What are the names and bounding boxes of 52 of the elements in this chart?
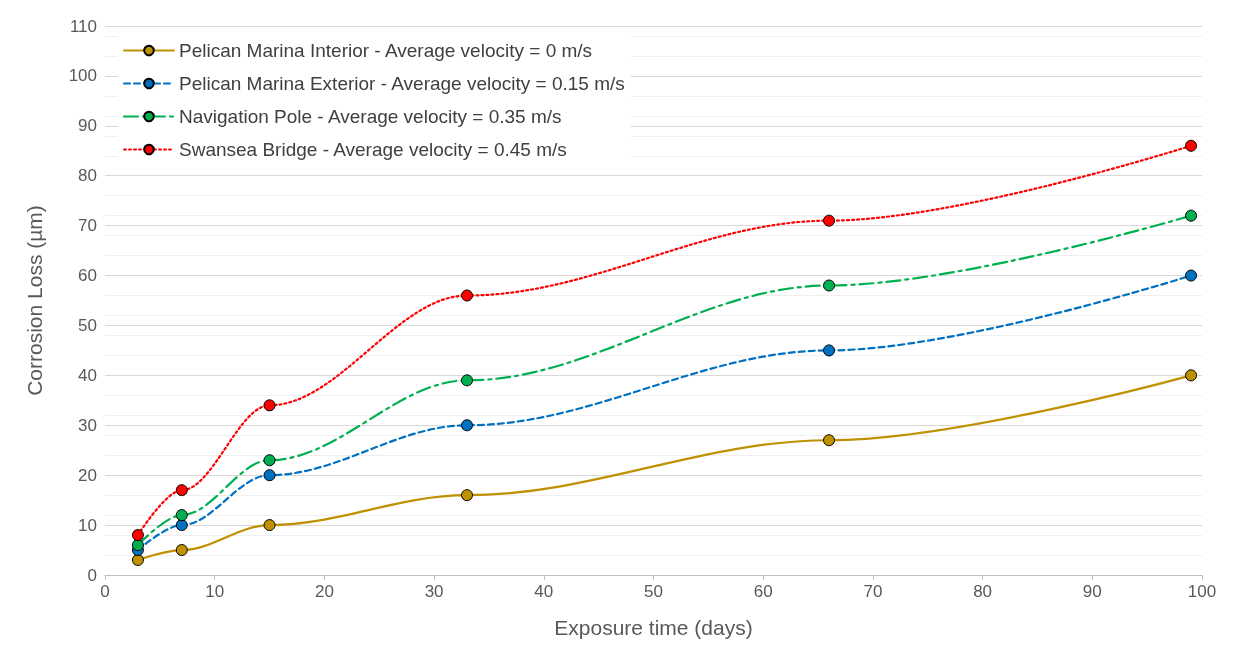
y-tick-label: 50 (78, 315, 97, 335)
x-tick-label: 30 (424, 582, 444, 601)
y-tick-label: 80 (78, 166, 97, 186)
point (263, 399, 276, 412)
point (175, 519, 188, 532)
point (461, 289, 474, 302)
point (1185, 269, 1198, 282)
point (263, 454, 276, 467)
point (1185, 369, 1198, 382)
legend-label: Navigation Pole - Average velocity = 0.35 m/s (179, 106, 562, 127)
point (823, 344, 836, 357)
legend-label: Swansea Bridge - Average velocity = 0.45 m/s (179, 139, 567, 160)
y-tick-label: 0 (87, 565, 97, 585)
x-tick-label: 0 (100, 582, 110, 601)
x-tick-label: 70 (863, 582, 883, 601)
y-tick-label: 40 (78, 365, 97, 385)
y-tick-label: 110 (69, 16, 97, 36)
y-tick-label: 60 (78, 266, 97, 286)
point (175, 484, 188, 497)
legend-label: Pelican Marina Exterior - Average velocity = 0.15 m/s (179, 73, 625, 94)
x-tick-label: 60 (753, 582, 773, 601)
point (131, 554, 144, 567)
legend-label: Pelican Marina Interior - Average velocity = 0 m/s (179, 40, 593, 61)
x-tick-label: 10 (205, 582, 225, 601)
point (1185, 139, 1198, 152)
y-tick-label: 70 (78, 216, 97, 236)
y-tick-label: 30 (78, 415, 97, 435)
point (1185, 209, 1198, 222)
x-tick-label: 90 (1082, 582, 1102, 601)
x-tick-label: 80 (973, 582, 993, 601)
y-tick-label: 10 (78, 515, 97, 535)
point (131, 529, 144, 542)
x-tick-label: 50 (644, 582, 663, 601)
y-tick-label: 100 (68, 66, 97, 86)
x-tick-label: 40 (534, 582, 554, 601)
point (823, 279, 836, 292)
point (131, 539, 144, 552)
x-axis-title: Exposure time (days) (554, 616, 753, 639)
point (175, 544, 188, 557)
point (823, 214, 836, 227)
point (175, 509, 188, 522)
point (263, 469, 276, 482)
point (263, 519, 276, 532)
y-axis-title: Corrosion Loss (µm) (23, 205, 46, 396)
point (823, 434, 836, 447)
point (461, 419, 474, 432)
y-tick-label: 20 (78, 465, 97, 485)
point (461, 489, 474, 502)
x-tick-label: 20 (314, 582, 334, 601)
point (461, 374, 474, 387)
y-tick-label: 90 (78, 116, 97, 136)
x-tick-label: 100 (1187, 582, 1217, 601)
